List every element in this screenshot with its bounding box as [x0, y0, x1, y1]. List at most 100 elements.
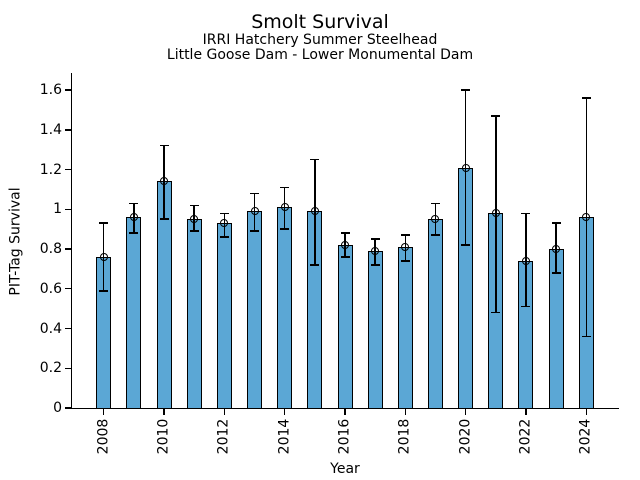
- point-marker-2011: [190, 215, 199, 224]
- error-cap-bottom: [99, 290, 109, 292]
- y-tick: [65, 407, 71, 409]
- error-cap-bottom: [310, 264, 320, 266]
- y-tick-label: 1.2: [39, 161, 62, 178]
- y-tick-label: 1: [53, 201, 62, 218]
- y-tick-label: 0.6: [39, 280, 62, 297]
- y-tick-label: 0: [53, 400, 62, 416]
- y-tick-label: 1.6: [39, 82, 62, 99]
- chart-title: Smolt Survival: [251, 11, 389, 33]
- y-tick: [65, 367, 71, 369]
- error-cap-bottom: [219, 236, 229, 238]
- error-cap-top: [310, 158, 320, 161]
- bar-2018: [397, 247, 413, 409]
- point-marker-2016: [341, 241, 349, 250]
- bar-2017: [367, 251, 383, 409]
- y-tick: [65, 168, 71, 171]
- error-cap-bottom: [280, 228, 290, 230]
- x-tick-label: 2014: [276, 418, 293, 455]
- y-tick: [65, 288, 71, 290]
- error-cap-top: [581, 97, 591, 99]
- error-cap-bottom: [551, 272, 561, 274]
- x-tick-label: 2024: [577, 418, 594, 455]
- y-tick-label: 0.2: [39, 360, 62, 377]
- x-tick: [163, 409, 165, 415]
- error-cap-top: [129, 202, 139, 205]
- bar-2016: [337, 245, 353, 409]
- point-marker-2013: [250, 207, 259, 216]
- y-tick: [65, 248, 71, 250]
- error-cap-bottom: [159, 218, 169, 220]
- error-cap-bottom: [491, 311, 501, 314]
- error-cap-top: [159, 144, 169, 147]
- bar-2009: [126, 217, 142, 409]
- error-cap-bottom: [461, 244, 471, 246]
- point-marker-2020: [461, 163, 470, 172]
- error-cap-bottom: [581, 335, 591, 338]
- error-cap-bottom: [521, 305, 531, 308]
- point-marker-2008: [99, 252, 108, 261]
- y-tick: [65, 208, 71, 210]
- x-tick-label: 2022: [517, 418, 534, 455]
- y-tick-label: 0.8: [39, 241, 62, 258]
- bar-2014: [277, 207, 293, 409]
- x-tick: [102, 409, 105, 415]
- error-cap-bottom: [370, 264, 380, 266]
- point-marker-2024: [582, 213, 591, 222]
- point-marker-2010: [160, 177, 168, 186]
- error-cap-bottom: [129, 232, 139, 234]
- x-tick-label: 2008: [95, 418, 112, 455]
- error-cap-top: [551, 222, 561, 224]
- error-cap-top: [99, 222, 109, 224]
- error-cap-top: [400, 234, 410, 236]
- point-marker-2018: [401, 243, 410, 252]
- error-cap-top: [491, 115, 501, 117]
- x-tick-label: 2018: [396, 418, 413, 455]
- point-marker-2012: [220, 219, 229, 228]
- x-axis-label: Year: [330, 461, 360, 477]
- bar-2012: [216, 223, 232, 409]
- y-tick-label: 0.4: [39, 320, 62, 337]
- y-tick: [65, 327, 71, 330]
- x-tick: [223, 409, 226, 415]
- error-cap-top: [250, 192, 259, 195]
- error-cap-bottom: [189, 230, 199, 232]
- point-marker-2015: [310, 207, 319, 216]
- error-cap-top: [430, 202, 440, 205]
- x-tick: [344, 409, 346, 415]
- chart-subtitle-line1: IRRI Hatchery Summer Steelhead: [202, 32, 438, 48]
- point-marker-2023: [552, 245, 561, 254]
- y-tick: [65, 89, 71, 91]
- point-marker-2014: [280, 203, 289, 212]
- bar-2019: [427, 219, 443, 409]
- error-cap-top: [219, 212, 229, 215]
- bar-2011: [186, 219, 202, 409]
- error-cap-bottom: [400, 260, 410, 262]
- x-tick: [464, 409, 467, 415]
- point-marker-2017: [371, 247, 380, 256]
- point-marker-2021: [491, 209, 500, 218]
- chart-subtitle-line2: Little Goose Dam - Lower Monumental Dam: [166, 47, 474, 63]
- x-tick-label: 2020: [457, 418, 474, 455]
- x-tick-label: 2016: [336, 418, 353, 455]
- point-marker-2009: [129, 213, 138, 222]
- error-cap-bottom: [430, 234, 440, 236]
- error-cap-top: [280, 186, 290, 189]
- error-cap-top: [340, 232, 350, 234]
- point-marker-2019: [431, 215, 440, 224]
- x-tick: [404, 409, 407, 415]
- x-tick-label: 2012: [215, 418, 232, 455]
- x-tick: [585, 409, 588, 415]
- y-axis-spine: [70, 73, 72, 410]
- error-cap-bottom: [250, 230, 259, 232]
- bar-2013: [247, 211, 262, 409]
- y-tick-label: 1.4: [39, 121, 62, 138]
- x-tick-label: 2010: [155, 418, 172, 455]
- error-cap-top: [370, 238, 380, 240]
- y-tick: [65, 129, 71, 131]
- x-tick: [525, 409, 527, 415]
- error-cap-top: [461, 89, 471, 91]
- error-cap-top: [189, 204, 199, 207]
- error-cap-bottom: [340, 256, 350, 258]
- point-marker-2022: [521, 256, 530, 265]
